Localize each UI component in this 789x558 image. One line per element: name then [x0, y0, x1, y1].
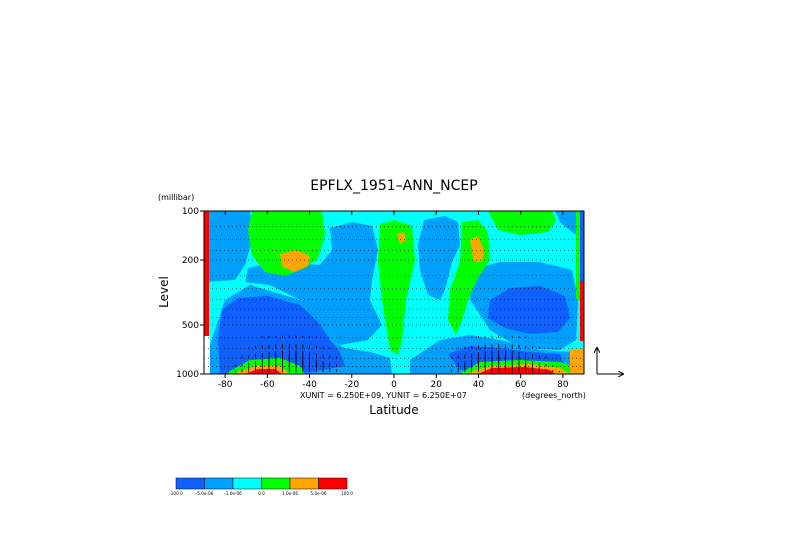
x-tick-label: -60	[260, 380, 275, 390]
contour-region	[204, 211, 252, 282]
contour-region	[378, 220, 415, 355]
y-axis-label: Level	[157, 276, 171, 308]
contour-region	[470, 236, 484, 262]
contour-region	[245, 369, 282, 374]
x-axis-label: Latitude	[369, 403, 418, 417]
reference-vector-icon	[597, 348, 623, 374]
contour-region	[204, 336, 210, 374]
x-units-label: (degrees_north)	[522, 391, 586, 400]
colorbar-label: 100.0	[341, 491, 353, 496]
contour-region	[280, 250, 310, 272]
y-units-label: (millibar)	[158, 193, 194, 202]
contour-region	[580, 211, 584, 281]
contour-region	[397, 232, 406, 244]
y-tick-label: 1000	[176, 370, 199, 380]
y-tick-label: 200	[182, 256, 199, 266]
colorbar-label: 5.0e-06	[310, 491, 326, 496]
colorbar-label: -100.0	[169, 491, 183, 496]
colorbar-label: 0.0	[258, 491, 265, 496]
colorbar-label: -5.0e-06	[196, 491, 214, 496]
level-gridlines	[204, 211, 584, 367]
x-tick-label: -80	[218, 380, 233, 390]
x-axis-ticks: -80 -60 -40 -20 0 20 40 60 80	[218, 211, 569, 390]
y-tick-label: 500	[182, 321, 199, 331]
colorbar-swatch	[261, 477, 291, 490]
contour-region	[418, 216, 460, 300]
x-tick-label: 20	[430, 380, 442, 390]
colorbar-label: -1.0e-06	[224, 491, 242, 496]
colorbar-swatch	[204, 477, 234, 490]
contour-region	[218, 296, 345, 374]
colorbar: -100.0 -5.0e-06 -1.0e-06 0.0 1.0e-06 5.0e-06 1…	[169, 477, 353, 496]
ep-flux-vectors	[228, 335, 560, 373]
colorbar-swatch	[175, 477, 205, 490]
x-tick-label: 80	[557, 380, 569, 390]
contour-region	[580, 281, 584, 341]
vector-units-label: XUNIT = 6.250E+09, YUNIT = 6.250E+07	[300, 391, 467, 400]
x-tick-label: 0	[391, 380, 397, 390]
contour-region	[478, 367, 555, 374]
chart-title: EPFLX_1951–ANN_NCEP	[310, 178, 477, 194]
colorbar-swatch	[289, 477, 319, 490]
contour-region	[204, 211, 209, 336]
contour-region	[488, 211, 556, 235]
contour-region	[488, 286, 570, 334]
colorbar-swatch	[318, 477, 348, 490]
x-tick-label: -40	[302, 380, 317, 390]
colorbar-label: 1.0e-06	[282, 491, 298, 496]
x-tick-label: 40	[473, 380, 485, 390]
y-tick-label: 100	[182, 207, 199, 217]
x-tick-label: 60	[515, 380, 527, 390]
contour-plot-area	[204, 211, 584, 374]
contour-region	[570, 348, 584, 374]
contour-region	[245, 222, 382, 345]
y-axis-ticks: 100 200 500 1000	[176, 207, 204, 380]
x-tick-label: -20	[344, 380, 359, 390]
colorbar-swatch	[232, 477, 262, 490]
